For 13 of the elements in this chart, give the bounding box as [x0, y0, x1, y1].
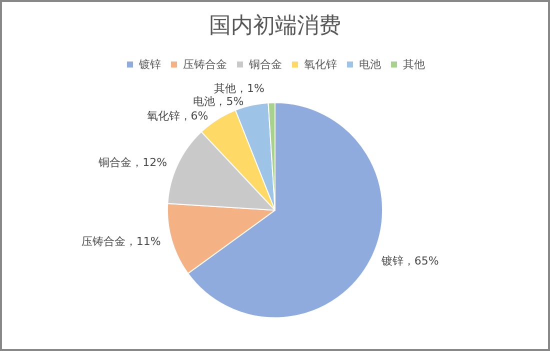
legend-label: 其他	[403, 58, 425, 71]
legend-label: 镀锌	[138, 58, 161, 71]
legend-label: 压铸合金	[183, 58, 227, 71]
data-label: 压铸合金，11%	[81, 234, 161, 248]
data-label: 铜合金，12%	[98, 156, 168, 170]
chart-title: 国内初端消费	[209, 14, 341, 38]
data-label: 氧化锌，6%	[146, 110, 208, 122]
legend-label: 氧化锌	[304, 58, 337, 71]
data-label: 其他，1%	[214, 82, 264, 95]
legend-label: 电池	[359, 58, 381, 71]
data-label: 镀锌，65%	[380, 254, 439, 268]
legend-label: 铜合金	[248, 58, 282, 71]
data-label: 电池，5%	[193, 94, 244, 108]
